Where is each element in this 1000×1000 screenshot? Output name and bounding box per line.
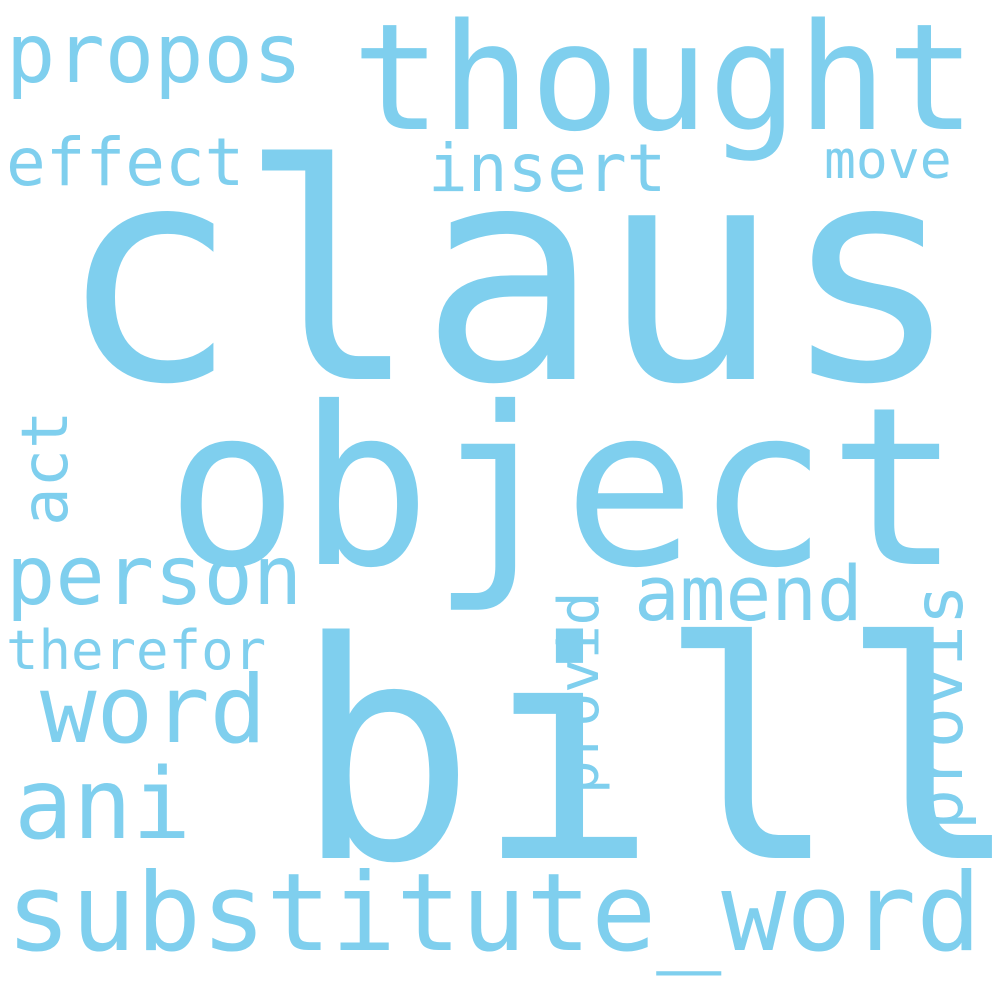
word-bill: bill [294, 579, 1000, 930]
word-move: move [824, 130, 952, 191]
word-propos: propos [6, 7, 303, 102]
word-therefor: therefor [6, 619, 267, 682]
word-act: act [9, 410, 83, 526]
word-claus: claus [58, 101, 962, 450]
word-ani: ani [14, 748, 192, 862]
word-person: person [6, 529, 303, 624]
word-thought: thought [352, 0, 976, 164]
word-word: word [40, 656, 267, 765]
word-substitute-word: substitute_word [6, 851, 982, 976]
word-object: object [166, 360, 961, 616]
word-effect: effect [6, 124, 245, 201]
word-amend: amend [634, 549, 863, 638]
word-insert: insert [428, 130, 667, 207]
